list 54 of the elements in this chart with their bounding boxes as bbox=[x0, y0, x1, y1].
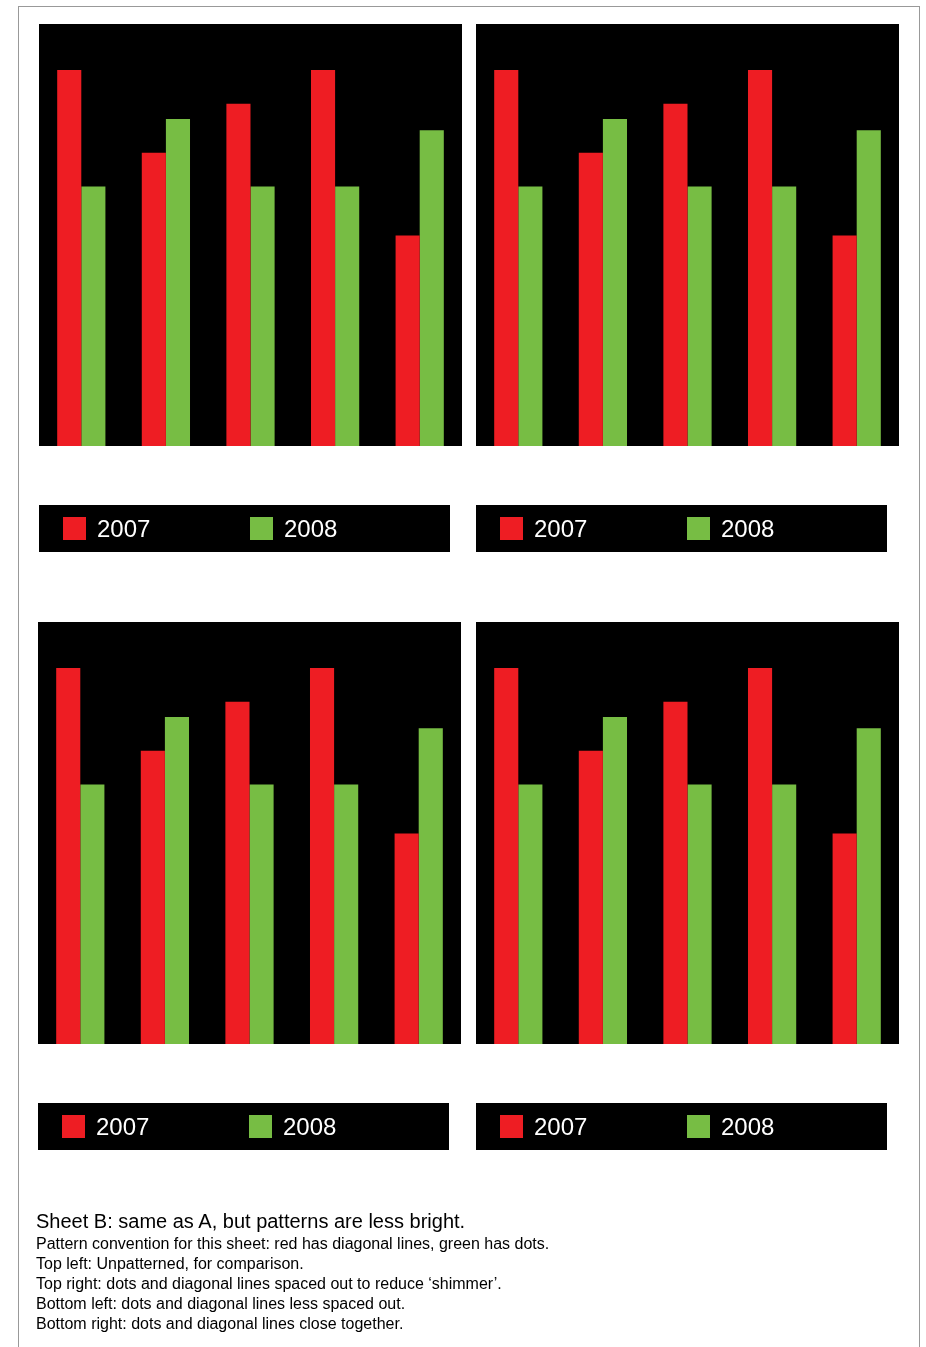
bar bbox=[165, 118, 191, 446]
bar bbox=[747, 668, 773, 1044]
bar bbox=[578, 152, 603, 446]
bar bbox=[334, 784, 359, 1044]
text: Top right: dots and diagonal lines spaced out to reduce ‘shimmer’. bbox=[36, 1274, 503, 1294]
legend-label: 2007 bbox=[534, 514, 588, 542]
legend-label: 2008 bbox=[283, 1112, 337, 1140]
legend-label: 2008 bbox=[721, 514, 775, 542]
text: Top left: Unpatterned, for comparison. bbox=[36, 1254, 305, 1274]
bar bbox=[518, 784, 543, 1044]
bar bbox=[832, 833, 857, 1044]
legend-label: 2008 bbox=[284, 514, 338, 542]
bar bbox=[141, 152, 166, 446]
bar bbox=[602, 716, 628, 1044]
bar bbox=[56, 668, 81, 1044]
legend-label: 2008 bbox=[721, 1112, 775, 1140]
bar bbox=[140, 750, 165, 1044]
bar bbox=[250, 186, 275, 446]
bar bbox=[419, 130, 444, 446]
bar bbox=[418, 728, 443, 1044]
bar bbox=[602, 118, 628, 446]
bar bbox=[578, 750, 603, 1044]
bar bbox=[772, 186, 797, 446]
bar bbox=[856, 728, 881, 1044]
bar bbox=[494, 668, 519, 1044]
bar bbox=[494, 70, 519, 446]
legend-label: 2007 bbox=[97, 514, 151, 542]
bar bbox=[225, 701, 250, 1044]
text: Bottom right: dots and diagonal lines close together. bbox=[36, 1314, 405, 1334]
bar bbox=[772, 784, 797, 1044]
bar bbox=[663, 701, 688, 1044]
bar bbox=[335, 186, 360, 446]
text: Bottom left: dots and diagonal lines less spaced out. bbox=[36, 1294, 407, 1314]
legend-label: 2007 bbox=[96, 1112, 150, 1140]
bar bbox=[687, 186, 712, 446]
bar bbox=[249, 784, 274, 1044]
bar bbox=[394, 833, 419, 1044]
bar bbox=[309, 668, 335, 1044]
bar bbox=[164, 716, 190, 1044]
bar bbox=[80, 784, 105, 1044]
legend-label: 2007 bbox=[534, 1112, 588, 1140]
text: Sheet B: same as A, but patterns are less bright. bbox=[36, 1209, 467, 1234]
bar bbox=[57, 70, 82, 446]
bar bbox=[856, 130, 881, 446]
bar bbox=[518, 186, 543, 446]
bar bbox=[747, 70, 773, 446]
text: Pattern convention for this sheet: red has diagonal lines, green has dots. bbox=[36, 1234, 550, 1254]
bar bbox=[310, 70, 336, 446]
bar bbox=[832, 235, 857, 446]
bar bbox=[226, 103, 251, 446]
bar bbox=[663, 103, 688, 446]
bar bbox=[395, 235, 420, 446]
bar bbox=[81, 186, 106, 446]
bar bbox=[687, 784, 712, 1044]
